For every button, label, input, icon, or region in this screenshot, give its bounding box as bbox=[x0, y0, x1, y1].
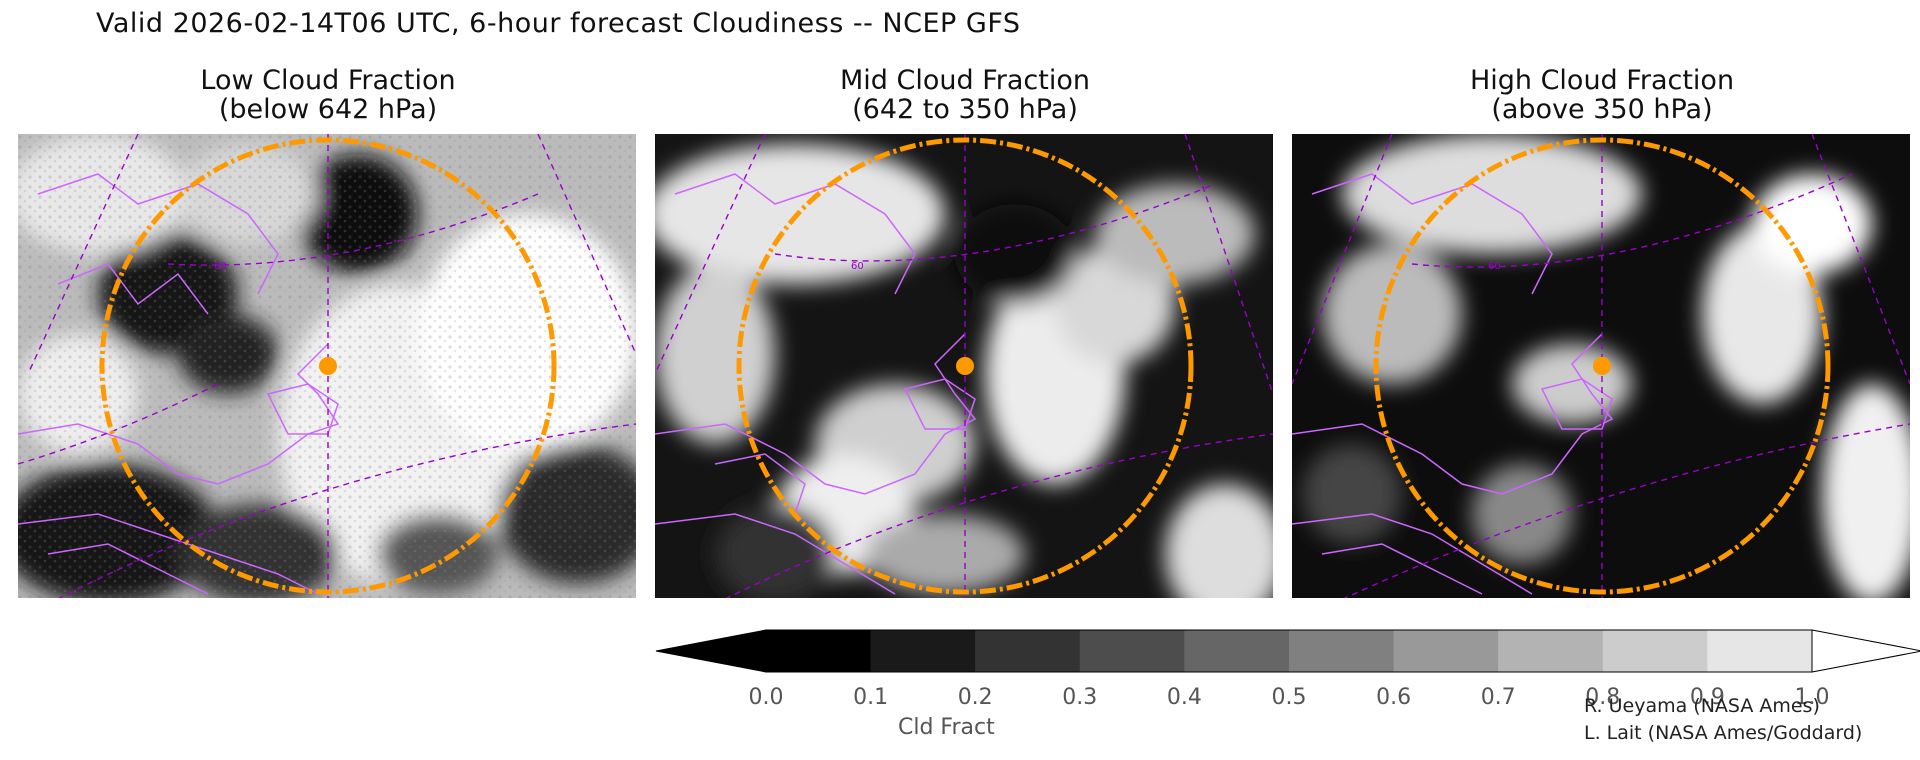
colorbar-swatch bbox=[1707, 630, 1813, 672]
colorbar-swatch bbox=[1602, 630, 1708, 672]
colorbar-label: Cld Fract bbox=[898, 715, 995, 740]
range-ring bbox=[1373, 137, 1831, 595]
colorbar-tick-label: 0.8 bbox=[1585, 685, 1621, 710]
graticule-label: 60 bbox=[851, 261, 864, 272]
panel-title-line1: Mid Cloud Fraction bbox=[839, 65, 1090, 96]
map-panel-low: 60 bbox=[18, 134, 636, 598]
map-panel-high: 60 bbox=[1292, 134, 1910, 598]
colorbar-swatch bbox=[870, 630, 976, 672]
colorbar-swatch bbox=[766, 630, 872, 672]
panel-title-line2: (above 350 hPa) bbox=[1491, 94, 1713, 125]
map-panel-mid: 60 bbox=[655, 134, 1273, 598]
colorbar-tick-label: 0.6 bbox=[1376, 685, 1412, 710]
mid-cloud-map: 60 bbox=[655, 134, 1273, 598]
colorbar-over-arrow bbox=[1811, 629, 1920, 673]
panel-title-line2: (below 642 hPa) bbox=[218, 94, 438, 125]
colorbar-under-arrow bbox=[655, 629, 767, 673]
colorbar-tick-label: 0.9 bbox=[1689, 685, 1725, 710]
cloud-field bbox=[1302, 134, 1910, 598]
graticule-label: 60 bbox=[1488, 261, 1501, 272]
panel-title-low: Low Cloud Fraction (below 642 hPa) bbox=[18, 66, 638, 124]
low-cloud-map: 60 bbox=[18, 134, 636, 598]
colorbar-swatch bbox=[1079, 630, 1185, 672]
panel-title-line2: (642 to 350 hPa) bbox=[852, 94, 1078, 125]
range-ring bbox=[99, 137, 557, 595]
colorbar-tick-label: 0.0 bbox=[748, 685, 784, 710]
colorbar-swatches bbox=[655, 629, 1920, 673]
panel-title-high: High Cloud Fraction (above 350 hPa) bbox=[1292, 66, 1912, 124]
colorbar-swatch bbox=[1498, 630, 1604, 672]
colorbar-tick-label: 0.4 bbox=[1166, 685, 1202, 710]
high-cloud-map: 60 bbox=[1292, 134, 1910, 598]
range-ring bbox=[736, 137, 1194, 595]
colorbar-tick-label: 0.1 bbox=[853, 685, 889, 710]
colorbar-tick-label: 0.7 bbox=[1480, 685, 1516, 710]
colorbar-swatch bbox=[1184, 630, 1290, 672]
colorbar-swatch bbox=[1289, 630, 1395, 672]
center-marker bbox=[1593, 357, 1611, 375]
colorbar-tick-label: 0.2 bbox=[957, 685, 993, 710]
colorbar-tick-label: 1.0 bbox=[1794, 685, 1830, 710]
colorbar-tick-label: 0.5 bbox=[1271, 685, 1307, 710]
center-marker bbox=[319, 357, 337, 375]
credit-line-1: R. Ueyama (NASA Ames) bbox=[1584, 695, 1820, 717]
panel-title-line1: High Cloud Fraction bbox=[1469, 65, 1735, 96]
colorbar-outline bbox=[765, 629, 1813, 673]
colorbar-swatch bbox=[1393, 630, 1499, 672]
center-marker bbox=[956, 357, 974, 375]
credit-line-2: L. Lait (NASA Ames/Goddard) bbox=[1584, 722, 1863, 744]
panel-title-line1: Low Cloud Fraction bbox=[200, 65, 456, 96]
graticule-label: 60 bbox=[214, 261, 227, 272]
coastlines bbox=[655, 173, 977, 595]
colorbar-tick-label: 0.3 bbox=[1062, 685, 1098, 710]
panel-title-mid: Mid Cloud Fraction (642 to 350 hPa) bbox=[655, 66, 1275, 124]
page-title: Valid 2026-02-14T06 UTC, 6-hour forecast… bbox=[96, 8, 1021, 39]
colorbar-swatch bbox=[975, 630, 1081, 672]
